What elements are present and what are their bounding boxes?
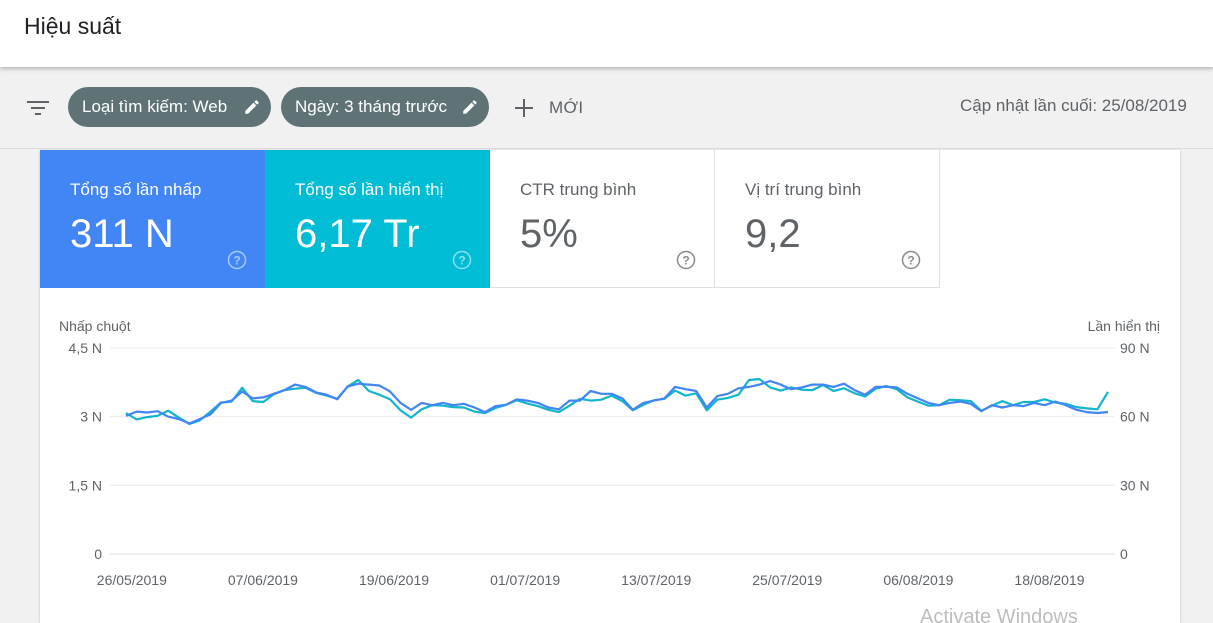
y-tick-label-left: 3 N: [80, 409, 102, 425]
metric-label: CTR trung bình: [520, 180, 637, 199]
metric-label: Tổng số lần hiển thị: [295, 180, 444, 199]
help-icon[interactable]: ?: [676, 250, 696, 270]
y-tick-label-right: 30 N: [1120, 477, 1150, 493]
filter-chip-label: Ngày: 3 tháng trước: [295, 97, 447, 116]
performance-chart[interactable]: Nhấp chuột Lần hiển thị 0 0 1,5 N 30 N 3 N 60 N…: [40, 290, 1180, 600]
y-tick-label-right: 90 N: [1120, 340, 1150, 356]
metric-value: 6,17 Tr: [295, 212, 420, 256]
y-tick-label-right: 0: [1120, 546, 1128, 562]
filter-icon[interactable]: [26, 96, 50, 120]
filter-chip-label: Loại tìm kiếm: Web: [82, 97, 228, 116]
metric-value: 5%: [520, 212, 578, 256]
y-tick-label-right: 60 N: [1120, 409, 1150, 425]
svg-text:?: ?: [458, 254, 465, 268]
x-tick-label: 26/05/2019: [97, 572, 167, 588]
y-tick-label-left: 1,5 N: [69, 477, 102, 493]
filter-chip-date[interactable]: Ngày: 3 tháng trước: [281, 87, 489, 127]
y-tick-label-left: 4,5 N: [69, 340, 102, 356]
clicks-series-line: [125, 379, 1109, 425]
pencil-icon[interactable]: [461, 98, 479, 116]
new-filter-label: MỚI: [549, 98, 584, 117]
help-icon[interactable]: ?: [901, 250, 921, 270]
metric-value: 311 N: [70, 212, 174, 256]
page-title: Hiệu suất: [24, 13, 122, 39]
svg-text:?: ?: [682, 254, 689, 268]
activate-windows-watermark: Activate Windows: [920, 606, 1078, 623]
y-axis-title-left: Nhấp chuột: [59, 318, 131, 334]
x-tick-label: 01/07/2019: [490, 572, 560, 588]
plus-icon: [515, 99, 533, 117]
help-icon[interactable]: ?: [452, 250, 472, 270]
last-updated-text: Cập nhật lần cuối: 25/08/2019: [960, 96, 1187, 115]
x-tick-label: 19/06/2019: [359, 572, 429, 588]
metric-label: Vị trí trung bình: [745, 180, 862, 199]
metric-average-position[interactable]: Vị trí trung bình 9,2 ?: [715, 150, 940, 288]
x-tick-label: 07/06/2019: [228, 572, 298, 588]
metric-total-clicks[interactable]: Tổng số lần nhấp 311 N ?: [40, 150, 265, 288]
metric-label: Tổng số lần nhấp: [70, 180, 202, 199]
help-icon[interactable]: ?: [227, 250, 247, 270]
page-header: Hiệu suất: [0, 0, 1213, 67]
y-axis-title-right: Lần hiển thị: [1088, 318, 1160, 334]
filter-chip-search-type[interactable]: Loại tìm kiếm: Web: [68, 87, 271, 127]
y-tick-label-left: 0: [94, 546, 102, 562]
x-tick-label: 25/07/2019: [752, 572, 822, 588]
impressions-series-line: [125, 377, 1109, 426]
x-tick-label: 18/08/2019: [1014, 572, 1084, 588]
metric-value: 9,2: [745, 212, 801, 256]
metric-total-impressions[interactable]: Tổng số lần hiển thị 6,17 Tr ?: [265, 150, 490, 288]
metric-average-ctr[interactable]: CTR trung bình 5% ?: [490, 150, 715, 288]
x-tick-label: 06/08/2019: [883, 572, 953, 588]
x-tick-label: 13/07/2019: [621, 572, 691, 588]
svg-text:?: ?: [233, 254, 240, 268]
svg-text:?: ?: [907, 254, 914, 268]
pencil-icon[interactable]: [243, 98, 261, 116]
